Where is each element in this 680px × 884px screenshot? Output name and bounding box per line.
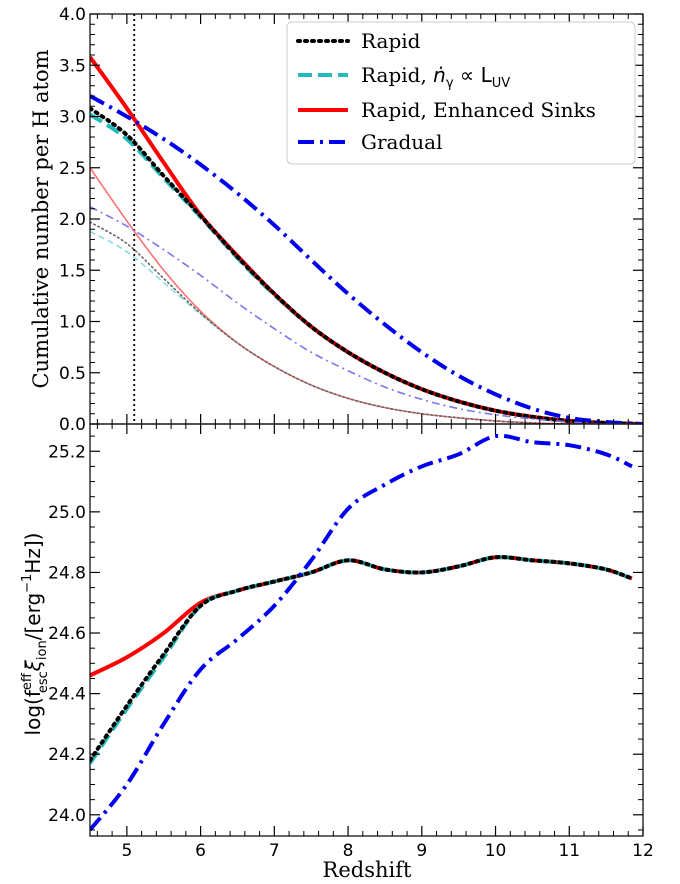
legend: Rapid Rapid, ṅγ ∝ LUV Rapid, Enhanced Si… xyxy=(286,21,636,165)
top-ytick-label-2: 1.0 xyxy=(59,313,86,333)
bottom-ytick-label-3: 24.6 xyxy=(48,624,86,644)
bottom-ytick-label-4: 24.8 xyxy=(48,563,86,583)
bottom-ytick-label-0: 24.0 xyxy=(48,806,86,826)
xlabel: Redshift xyxy=(323,858,412,882)
xtick-label-0: 5 xyxy=(121,841,132,861)
top-ytick-label-3: 1.5 xyxy=(59,261,86,281)
bottom-series-line-1 xyxy=(90,555,633,765)
bottom-series-line-3 xyxy=(90,433,633,832)
bottom-panel: 5 6 7 8 9 10 11 12 24.0 24.2 24.4 24.6 24.8 25.0 25.2 xyxy=(48,423,654,861)
bottom-ylabel: log(feffescξion/[erg−1Hz]) xyxy=(20,533,51,736)
bottom-ytick-label-5: 25.0 xyxy=(48,503,86,523)
top-ytick-label-6: 3.0 xyxy=(59,108,86,128)
bottom-ytick-label-1: 24.2 xyxy=(48,745,86,765)
xtick-label-4: 9 xyxy=(416,841,427,861)
top-ytick-label-8: 4.0 xyxy=(59,5,86,25)
xtick-label-1: 6 xyxy=(195,841,206,861)
bottom-plot-area xyxy=(90,433,634,832)
xtick-label-3: 8 xyxy=(343,841,354,861)
legend-label-enhanced-sinks: Rapid, Enhanced Sinks xyxy=(361,98,596,122)
top-series-line-6 xyxy=(90,221,643,424)
top-ylabel: Cumulative number per H atom xyxy=(29,49,53,388)
bottom-ytick-label-6: 25.2 xyxy=(48,442,86,462)
bottom-series-line-2 xyxy=(90,555,634,763)
legend-label-gradual: Gradual xyxy=(361,130,442,154)
bottom-series-line-0 xyxy=(90,555,633,678)
top-series-line-3 xyxy=(90,94,643,424)
top-ytick-label-7: 3.5 xyxy=(59,56,86,76)
top-series-line-7 xyxy=(90,205,643,424)
bottom-ytick-label-2: 24.4 xyxy=(48,685,86,705)
top-series-line-2 xyxy=(90,106,643,424)
bottom-frame xyxy=(89,423,644,837)
xtick-label-5: 10 xyxy=(485,841,507,861)
top-series-line-4 xyxy=(90,230,643,424)
top-ytick-label-0: 0.0 xyxy=(59,415,86,435)
top-series-line-5 xyxy=(90,167,643,424)
top-ytick-label-1: 0.5 xyxy=(59,364,86,384)
xtick-label-7: 12 xyxy=(632,841,654,861)
legend-label-rapid-nuv: Rapid, ṅγ ∝ LUV xyxy=(361,63,510,91)
top-ytick-label-5: 2.5 xyxy=(59,159,86,179)
legend-label-rapid: Rapid xyxy=(361,29,421,53)
top-ytick-label-4: 2.0 xyxy=(59,210,86,230)
xtick-label-2: 7 xyxy=(269,841,280,861)
xtick-label-6: 11 xyxy=(558,841,580,861)
legend-frame xyxy=(286,21,636,165)
